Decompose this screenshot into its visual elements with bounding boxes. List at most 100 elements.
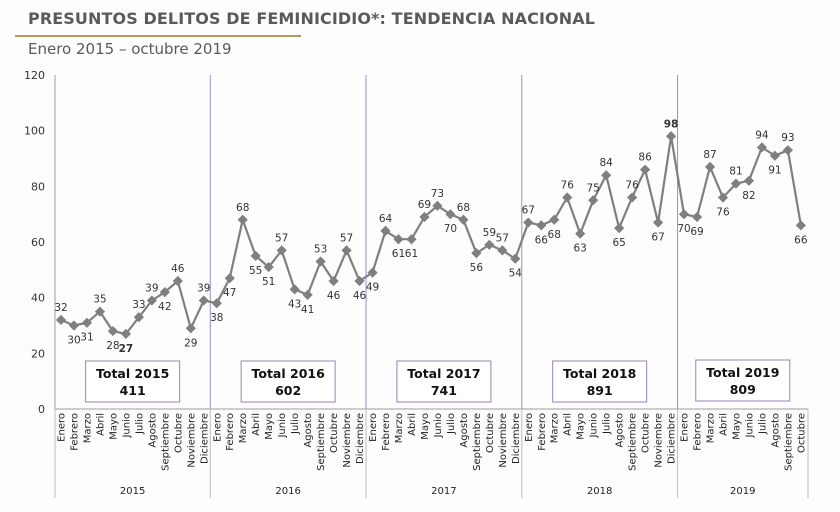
data-label: 57 [340, 232, 353, 244]
month-label: Julio [446, 413, 457, 435]
data-label: 47 [223, 287, 236, 299]
data-point-marker [289, 284, 300, 295]
data-label: 32 [54, 302, 67, 314]
data-label: 39 [197, 282, 210, 294]
month-label: Septiembre [316, 413, 327, 471]
data-point-marker [614, 223, 625, 234]
data-label: 65 [612, 237, 625, 249]
month-label: Enero [680, 413, 691, 442]
data-label: 35 [93, 294, 106, 306]
data-label: 68 [457, 202, 470, 214]
month-label: Agosto [459, 413, 470, 448]
data-point-marker [94, 306, 106, 317]
year-label: 2018 [587, 486, 612, 497]
y-tick-label: 80 [31, 180, 45, 193]
data-point-marker [302, 289, 313, 300]
data-label: 56 [470, 262, 484, 274]
month-label: Marzo [550, 413, 561, 443]
total-box-title: Total 2019 [706, 365, 779, 380]
total-box-value: 809 [730, 382, 756, 397]
y-tick-label: 100 [24, 125, 45, 138]
year-label: 2017 [431, 486, 456, 497]
data-point-marker [354, 275, 365, 287]
month-label: Mayo [108, 413, 119, 440]
total-box-value: 602 [275, 383, 301, 398]
data-point-marker [640, 164, 651, 175]
y-tick-label: 120 [24, 69, 45, 82]
month-label: Octubre [485, 413, 496, 453]
data-label: 76 [716, 206, 730, 218]
data-point-marker [575, 228, 586, 239]
data-label: 66 [535, 234, 549, 246]
data-point-marker [627, 192, 638, 203]
data-label: 98 [664, 118, 679, 130]
month-label: Junio [433, 413, 444, 439]
total-box-title: Total 2017 [407, 366, 480, 381]
y-tick-label: 60 [31, 236, 45, 249]
month-label: Septiembre [160, 413, 171, 471]
year-label: 2016 [275, 486, 300, 497]
month-label: Noviembre [654, 413, 665, 468]
data-label: 39 [145, 282, 158, 294]
data-label: 55 [249, 265, 262, 277]
month-label: Noviembre [498, 413, 509, 468]
data-label: 49 [366, 282, 379, 294]
month-label: Julio [290, 413, 301, 435]
data-label: 28 [106, 340, 119, 352]
y-tick-label: 0 [38, 403, 45, 416]
month-label: Noviembre [342, 413, 353, 468]
data-point-marker [588, 195, 599, 206]
total-box-title: Total 2015 [96, 366, 169, 381]
data-point-marker [795, 220, 806, 231]
data-label: 70 [444, 223, 457, 235]
data-label: 69 [690, 226, 703, 238]
data-point-marker [782, 145, 793, 156]
total-box-title: Total 2016 [252, 366, 326, 381]
month-label: Mayo [420, 413, 431, 440]
data-label: 61 [392, 248, 405, 260]
data-label: 27 [119, 343, 134, 355]
month-label: Julio [602, 413, 613, 435]
data-point-marker [172, 275, 183, 287]
month-label: Octubre [641, 413, 652, 453]
data-label: 93 [781, 132, 794, 144]
data-label: 68 [236, 202, 249, 214]
data-point-marker [250, 250, 261, 262]
series-line [60, 135, 802, 335]
data-label: 87 [703, 149, 716, 161]
month-label: Junio [121, 413, 132, 439]
month-label: Mayo [576, 413, 587, 440]
data-point-marker [81, 317, 93, 328]
data-label: 76 [561, 179, 575, 191]
month-label: Abril [95, 413, 106, 436]
series-path [60, 135, 802, 335]
data-point-marker [704, 161, 716, 172]
data-label: 91 [768, 165, 781, 177]
month-label: Junio [744, 413, 755, 439]
month-label: Septiembre [472, 413, 483, 471]
data-label: 30 [67, 335, 80, 347]
title-underline [15, 35, 301, 37]
data-label: 86 [638, 152, 652, 164]
month-label: Marzo [394, 413, 405, 443]
month-label: Marzo [238, 413, 249, 443]
month-label: Septiembre [783, 413, 794, 471]
data-label: 69 [418, 199, 431, 211]
total-box [396, 360, 492, 403]
data-label: 54 [509, 268, 523, 280]
total-box [695, 359, 791, 402]
data-label: 38 [210, 312, 223, 324]
month-label: Diciembre [355, 413, 366, 464]
data-label: 57 [496, 232, 509, 244]
data-label: 64 [379, 213, 393, 225]
month-label: Septiembre [628, 413, 639, 471]
data-point-marker [263, 261, 274, 273]
data-point-marker [601, 170, 612, 181]
month-label: Enero [57, 413, 68, 442]
month-label: Julio [757, 413, 768, 435]
month-label: Octubre [329, 413, 340, 453]
data-point-marker [523, 217, 534, 228]
